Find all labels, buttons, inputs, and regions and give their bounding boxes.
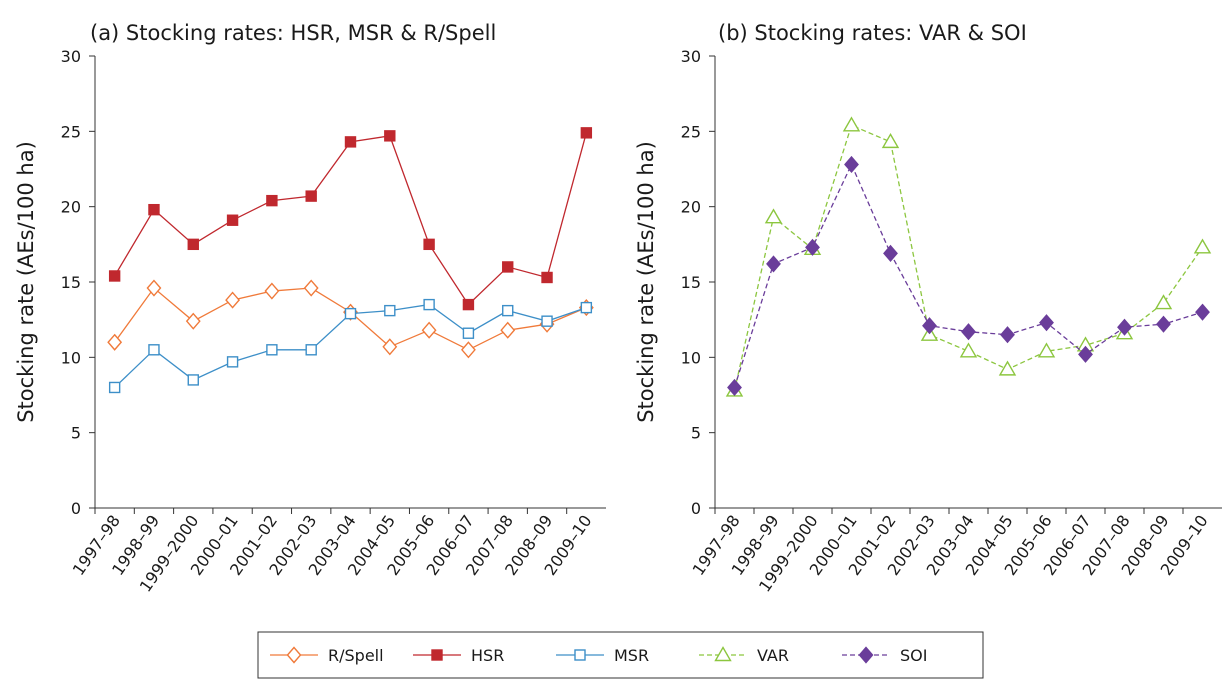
data-point (1039, 314, 1054, 332)
data-point (541, 271, 553, 284)
data-point (225, 291, 241, 309)
legend-label: HSR (471, 646, 504, 665)
data-point (502, 304, 514, 317)
data-point (1195, 303, 1210, 321)
data-point (226, 214, 239, 226)
chart-title: (a) Stocking rates: HSR, MSR & R/Spell (90, 21, 496, 45)
data-point (148, 203, 160, 216)
data-point (1193, 238, 1212, 254)
data-point (727, 378, 742, 397)
data-point (961, 323, 976, 341)
data-point (1117, 318, 1132, 336)
data-point (460, 341, 476, 359)
data-point (580, 127, 593, 139)
data-point (148, 344, 160, 356)
data-point (959, 342, 978, 358)
y-tick-label: 10 (681, 348, 701, 367)
y-axis-label: Stocking rate (AEs/100 ha) (14, 141, 38, 423)
data-point (1078, 345, 1093, 363)
data-point (766, 255, 781, 273)
data-point (462, 327, 475, 339)
legend-label: MSR (614, 646, 649, 665)
data-point (382, 338, 398, 356)
data-point (541, 315, 553, 327)
data-point (421, 321, 437, 339)
data-point (185, 312, 201, 330)
y-tick-label: 20 (61, 198, 81, 217)
data-point (303, 279, 319, 297)
data-point (580, 301, 593, 314)
data-point (266, 194, 278, 207)
legend-label: SOI (900, 646, 927, 665)
legend-marker (858, 646, 874, 664)
data-point (107, 333, 123, 351)
data-point (1154, 294, 1173, 310)
y-axis-label: Stocking rate (AEs/100 ha) (634, 141, 658, 423)
legend-marker (574, 649, 586, 661)
y-tick-label: 25 (61, 122, 81, 141)
data-point (998, 360, 1017, 376)
data-point (305, 344, 317, 356)
data-point (384, 130, 396, 142)
legend-label: R/Spell (328, 646, 384, 665)
y-tick-label: 5 (71, 424, 81, 443)
data-point (187, 238, 199, 251)
data-point (881, 132, 900, 149)
y-tick-label: 30 (61, 47, 81, 66)
y-tick-label: 15 (61, 273, 81, 292)
data-point (305, 190, 317, 202)
data-point (423, 298, 435, 311)
data-point (344, 136, 357, 148)
y-tick-label: 5 (691, 424, 701, 443)
data-point (922, 317, 937, 335)
data-point (1156, 315, 1171, 333)
legend-label: VAR (757, 646, 789, 665)
data-point (423, 238, 435, 251)
legend-marker (286, 646, 302, 664)
series-line (114, 132, 587, 306)
data-point (108, 270, 121, 282)
legend-box (257, 631, 984, 679)
y-tick-label: 15 (681, 273, 701, 292)
data-point (187, 374, 199, 386)
data-point (462, 298, 475, 311)
y-tick-label: 0 (71, 499, 81, 518)
y-tick-label: 25 (681, 122, 701, 141)
y-tick-label: 20 (681, 198, 701, 217)
data-point (1000, 326, 1015, 344)
data-point (842, 116, 861, 132)
data-point (805, 238, 820, 256)
data-point (883, 244, 898, 262)
data-point (764, 208, 783, 224)
legend-marker (431, 649, 443, 661)
data-point (502, 261, 514, 273)
legend-marker (714, 646, 732, 662)
data-point (264, 282, 280, 300)
data-point (108, 381, 121, 394)
data-point (1037, 342, 1056, 358)
y-tick-label: 30 (681, 47, 701, 66)
data-point (266, 344, 278, 356)
data-point (844, 155, 859, 174)
y-tick-label: 10 (61, 348, 81, 367)
data-point (146, 279, 162, 297)
data-point (344, 307, 357, 320)
y-tick-label: 0 (691, 499, 701, 518)
data-point (500, 321, 516, 339)
data-point (226, 356, 239, 368)
data-point (384, 304, 396, 317)
chart-title: (b) Stocking rates: VAR & SOI (718, 21, 1027, 45)
